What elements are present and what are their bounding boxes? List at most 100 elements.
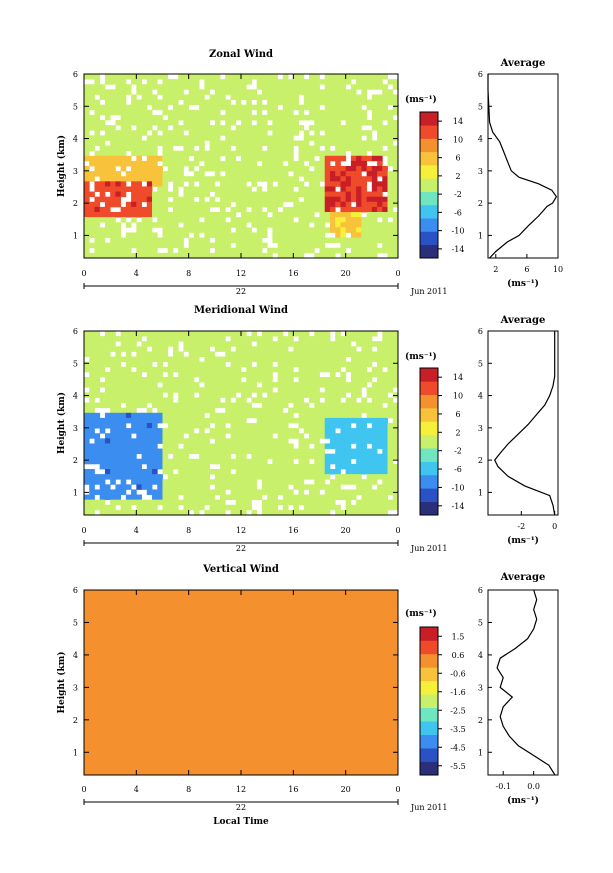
heat-cell <box>120 99 127 106</box>
heat-cell <box>261 489 268 495</box>
heat-cell <box>288 155 294 162</box>
heat-cell <box>193 494 200 501</box>
heat-cell <box>99 744 106 750</box>
heat-cell <box>225 692 231 699</box>
heat-cell <box>84 453 90 460</box>
heat-cell <box>131 759 137 766</box>
heat-cell <box>167 171 174 177</box>
heat-cell <box>188 605 195 611</box>
heat-cell <box>387 79 394 85</box>
heat-cell <box>340 402 347 409</box>
heat-cell <box>120 104 127 111</box>
heat-cell <box>104 79 111 85</box>
heat-cell <box>235 222 242 228</box>
heat-cell <box>329 150 336 157</box>
heat-cell <box>209 140 216 146</box>
heat-cell <box>377 387 383 393</box>
heat-cell <box>209 605 216 611</box>
heat-cell <box>193 130 200 136</box>
heat-cell <box>277 407 284 414</box>
heat-cell <box>199 206 205 213</box>
heat-cell <box>277 387 284 393</box>
heat-cell <box>136 346 142 352</box>
heat-cell <box>298 150 305 157</box>
heat-cell <box>377 191 383 198</box>
heat-cell <box>84 212 90 218</box>
heat-cell <box>152 387 158 393</box>
heat-cell <box>220 191 226 198</box>
heat-cell <box>361 433 367 439</box>
heat-cell <box>277 463 284 470</box>
heat-cell <box>178 703 184 709</box>
heat-cell <box>230 412 237 419</box>
heat-cell <box>193 749 200 755</box>
heat-cell <box>251 217 258 223</box>
heat-cell <box>162 94 169 100</box>
heat-cell <box>256 150 263 157</box>
heat-cell <box>131 764 137 771</box>
heat-cell <box>220 232 226 238</box>
heat-cell <box>152 145 158 152</box>
heat-cell <box>110 150 116 157</box>
heat-cell <box>172 252 179 259</box>
heat-cell <box>314 351 320 357</box>
heat-cell <box>183 120 190 126</box>
heat-cell <box>141 610 148 617</box>
heat-cell <box>136 176 142 182</box>
heat-cell <box>277 397 284 403</box>
heat-cell <box>366 402 373 409</box>
heat-cell <box>99 135 106 141</box>
heat-cell <box>152 656 158 663</box>
heat-cell <box>162 749 169 755</box>
heat-cell <box>345 438 352 444</box>
heat-cell <box>209 99 216 106</box>
heat-cell <box>89 625 95 632</box>
heat-cell <box>293 382 299 388</box>
heat-cell <box>125 509 132 516</box>
heat-cell <box>267 463 273 470</box>
heat-cell <box>256 463 263 470</box>
heat-cell <box>162 438 169 444</box>
heat-cell <box>141 74 148 80</box>
heat-cell <box>146 764 153 771</box>
heat-cell <box>314 242 320 249</box>
heat-cell <box>293 99 299 106</box>
heat-cell <box>298 438 305 444</box>
heat-cell <box>204 160 210 167</box>
heat-cell <box>131 99 137 106</box>
heat-cell <box>178 412 184 419</box>
heat-cell <box>120 692 127 699</box>
heat-cell <box>350 371 357 378</box>
heat-cell <box>309 155 315 162</box>
heat-cell <box>120 499 127 506</box>
heat-cell <box>293 222 299 228</box>
heat-cell <box>356 104 362 111</box>
colorbar-tick-label: 14 <box>453 373 463 382</box>
heat-cell <box>157 336 163 342</box>
heat-cell <box>272 140 279 146</box>
heat-cell <box>267 366 273 373</box>
heat-cell <box>131 397 137 403</box>
heat-cell <box>157 242 163 249</box>
heat-cell <box>199 636 205 642</box>
heat-cell <box>84 605 90 611</box>
heat-cell <box>220 428 226 434</box>
heat-cell <box>115 227 122 233</box>
heat-cell <box>94 361 101 368</box>
heat-cell <box>120 610 127 617</box>
heat-cell <box>84 433 90 439</box>
heat-cell <box>345 489 352 495</box>
heat-cell <box>209 692 216 699</box>
heat-cell <box>84 615 90 622</box>
heat-cell <box>246 160 252 167</box>
heat-cell <box>350 227 357 233</box>
heat-cell <box>120 677 127 683</box>
heat-cell <box>392 433 399 439</box>
heat-cell <box>99 713 106 719</box>
heat-cell <box>235 201 242 208</box>
heat-cell <box>314 443 320 449</box>
heat-cell <box>371 351 378 357</box>
heat-cell <box>120 212 127 218</box>
heat-cell <box>183 739 190 745</box>
heat-cell <box>356 433 362 439</box>
